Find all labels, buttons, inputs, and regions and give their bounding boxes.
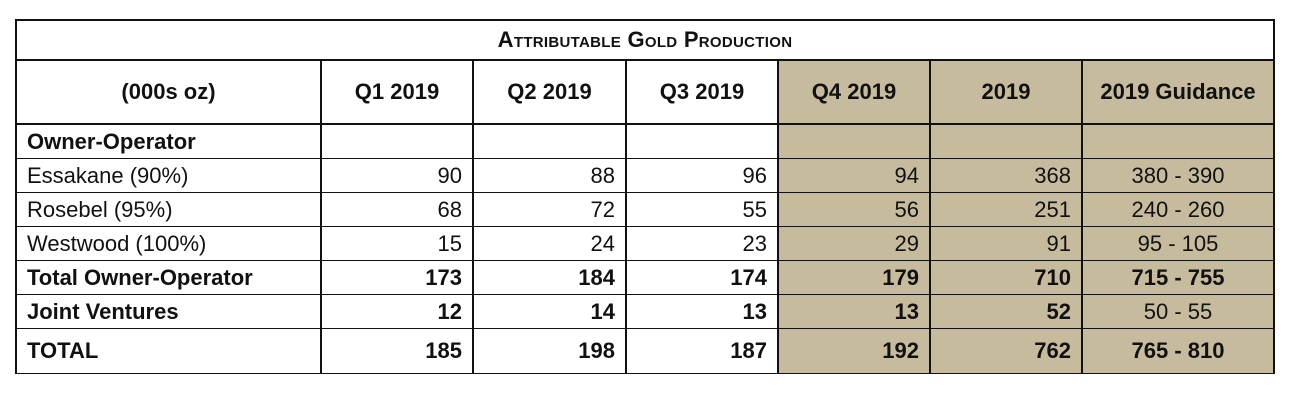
cell-q2: 88 (472, 158, 627, 193)
header-2019: 2019 (929, 59, 1083, 125)
cell-guidance (1080, 123, 1276, 159)
cell-guidance: 715 - 755 (1080, 260, 1276, 295)
row-label: Total Owner-Operator (15, 260, 322, 295)
cell-q1: 15 (320, 226, 474, 261)
table-row: Total Owner-Operator 173 184 174 179 710… (15, 260, 1276, 295)
table-row-total: TOTAL 185 198 187 192 762 765 - 810 (15, 328, 1276, 374)
table-row: Westwood (100%) 15 24 23 29 91 95 - 105 (15, 226, 1276, 261)
header-units: (000s oz) (15, 59, 322, 125)
header-q2-2019: Q2 2019 (472, 59, 627, 125)
cell-q2: 72 (472, 192, 627, 227)
cell-q4: 179 (777, 260, 931, 295)
header-q3-2019: Q3 2019 (625, 59, 779, 125)
cell-2019: 91 (929, 226, 1083, 261)
cell-2019: 368 (929, 158, 1083, 193)
cell-guidance: 95 - 105 (1080, 226, 1276, 261)
cell-q3: 13 (625, 294, 779, 329)
row-label: TOTAL (15, 328, 322, 374)
table-row: Essakane (90%) 90 88 96 94 368 380 - 390 (15, 158, 1276, 193)
cell-q1: 173 (320, 260, 474, 295)
row-label: Owner-Operator (15, 123, 322, 159)
header-2019-guidance: 2019 Guidance (1080, 59, 1276, 125)
cell-q1: 90 (320, 158, 474, 193)
cell-2019: 52 (929, 294, 1083, 329)
header-row: (000s oz) Q1 2019 Q2 2019 Q3 2019 Q4 201… (15, 59, 1276, 125)
header-q1-2019: Q1 2019 (320, 59, 474, 125)
cell-q1: 68 (320, 192, 474, 227)
cell-q4: 56 (777, 192, 931, 227)
table-title: Attributable Gold Production (14, 19, 1276, 61)
cell-q1: 185 (320, 328, 474, 374)
cell-q3: 96 (625, 158, 779, 193)
cell-guidance: 50 - 55 (1080, 294, 1276, 329)
cell-q3: 55 (625, 192, 779, 227)
table-row: Rosebel (95%) 68 72 55 56 251 240 - 260 (15, 192, 1276, 227)
cell-2019: 251 (929, 192, 1083, 227)
cell-guidance: 380 - 390 (1080, 158, 1276, 193)
cell-guidance: 765 - 810 (1080, 328, 1276, 374)
cell-q2: 14 (472, 294, 627, 329)
row-label: Rosebel (95%) (15, 192, 322, 227)
header-q4-2019: Q4 2019 (777, 59, 931, 125)
table-row: Owner-Operator (15, 123, 1276, 159)
cell-q2: 198 (472, 328, 627, 374)
cell-q2 (472, 123, 627, 159)
cell-q3 (625, 123, 779, 159)
table-title-row: Attributable Gold Production (14, 19, 1276, 61)
cell-q4: 94 (777, 158, 931, 193)
cell-2019 (929, 123, 1083, 159)
row-label: Westwood (100%) (15, 226, 322, 261)
gold-production-table: Attributable Gold Production (000s oz) Q… (14, 19, 1276, 374)
cell-q4: 192 (777, 328, 931, 374)
cell-q4: 13 (777, 294, 931, 329)
cell-q3: 174 (625, 260, 779, 295)
row-label: Essakane (90%) (15, 158, 322, 193)
cell-q4: 29 (777, 226, 931, 261)
row-label: Joint Ventures (15, 294, 322, 329)
cell-2019: 710 (929, 260, 1083, 295)
cell-q1: 12 (320, 294, 474, 329)
cell-guidance: 240 - 260 (1080, 192, 1276, 227)
cell-q4 (777, 123, 931, 159)
cell-q3: 187 (625, 328, 779, 374)
cell-q3: 23 (625, 226, 779, 261)
cell-2019: 762 (929, 328, 1083, 374)
cell-q2: 184 (472, 260, 627, 295)
table-row: Joint Ventures 12 14 13 13 52 50 - 55 (15, 294, 1276, 329)
cell-q2: 24 (472, 226, 627, 261)
cell-q1 (320, 123, 474, 159)
